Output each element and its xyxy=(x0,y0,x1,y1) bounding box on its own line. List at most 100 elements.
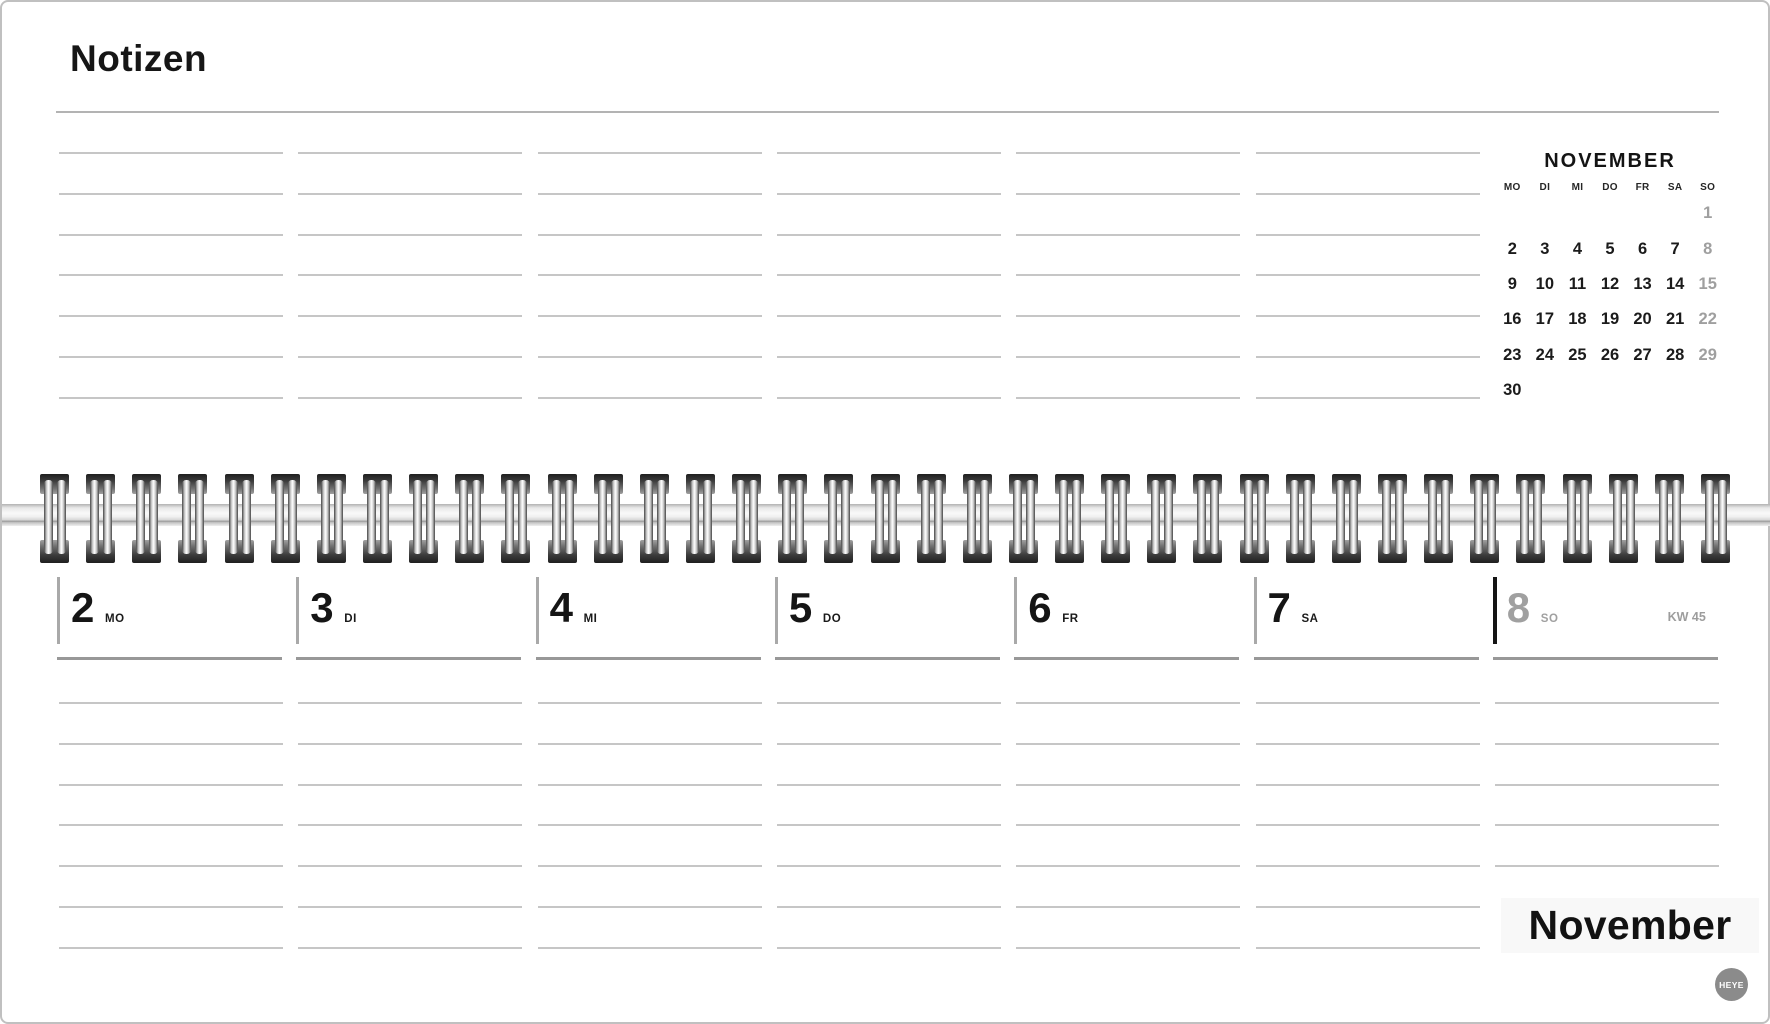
note-line xyxy=(1255,397,1480,399)
binding-rail xyxy=(2,504,1770,526)
note-line xyxy=(298,743,523,745)
coil-wire xyxy=(749,480,759,554)
note-line xyxy=(1016,274,1241,276)
note-line xyxy=(59,315,283,317)
note-line xyxy=(59,152,283,154)
note-line xyxy=(537,824,762,826)
note-line xyxy=(298,865,523,867)
note-line xyxy=(59,274,283,276)
note-line xyxy=(776,356,1001,358)
note-line xyxy=(537,152,762,154)
coil-wire xyxy=(103,480,113,554)
spiral-binding xyxy=(2,472,1770,564)
spiral-coil xyxy=(1470,472,1500,564)
mini-calendar-weekday: MI xyxy=(1571,181,1584,193)
spiral-coil xyxy=(1516,472,1546,564)
coil-wire xyxy=(518,480,528,554)
note-line xyxy=(537,193,762,195)
spiral-coil xyxy=(40,472,69,564)
spiral-coil xyxy=(1562,472,1592,564)
note-line xyxy=(59,397,283,399)
day-weekday-label: MI xyxy=(583,613,598,625)
day-weekday-label: MO xyxy=(105,613,125,625)
mini-calendar-day: 26 xyxy=(1600,345,1620,364)
note-line xyxy=(298,906,523,908)
note-line xyxy=(776,397,1001,399)
coil-wire xyxy=(57,480,66,554)
coil-wire xyxy=(1441,480,1451,554)
note-line xyxy=(1016,234,1241,236)
coil-wire xyxy=(1487,480,1497,554)
coil-wire xyxy=(1566,480,1576,554)
note-line xyxy=(1494,743,1719,745)
coil-wire xyxy=(841,480,851,554)
note-line xyxy=(1255,152,1480,154)
note-line xyxy=(59,784,283,786)
mini-calendar-day: 23 xyxy=(1503,345,1522,364)
note-line xyxy=(1255,865,1480,867)
note-line xyxy=(298,702,523,704)
note-line xyxy=(776,784,1001,786)
mini-calendar-day: 11 xyxy=(1568,274,1587,293)
note-line xyxy=(1016,356,1241,358)
coil-wire xyxy=(1012,480,1022,554)
spiral-coil xyxy=(1008,472,1038,564)
coil-wire xyxy=(887,480,897,554)
note-line xyxy=(59,743,283,745)
note-line xyxy=(1255,193,1480,195)
day-weekday-label: DI xyxy=(344,613,357,625)
mini-calendar-day: 24 xyxy=(1535,345,1555,364)
coil-wire xyxy=(1197,480,1207,554)
coil-wire xyxy=(1612,480,1622,554)
coil-wire xyxy=(1705,480,1714,554)
spiral-coil xyxy=(1331,472,1361,564)
coil-wire xyxy=(379,480,389,554)
coil-wire xyxy=(1256,480,1266,554)
day-cell-bar xyxy=(57,577,60,644)
mini-calendar-day: 30 xyxy=(1503,381,1522,400)
coil-wire xyxy=(472,480,482,554)
note-line xyxy=(298,193,523,195)
day-cell-bar xyxy=(535,577,539,644)
coil-wire xyxy=(689,480,699,554)
coil-wire xyxy=(610,480,620,554)
coil-wire xyxy=(1210,480,1220,554)
note-line xyxy=(1016,824,1241,826)
coil-wire xyxy=(1658,480,1668,554)
note-line xyxy=(1255,743,1480,745)
day-header-rule xyxy=(296,657,522,660)
note-line xyxy=(537,315,762,317)
spiral-coil xyxy=(547,472,577,564)
mini-calendar-day: 9 xyxy=(1507,274,1517,293)
mini-calendar-day: 14 xyxy=(1665,274,1685,293)
spiral-coil xyxy=(1193,472,1223,564)
day-cell-mi: 4 MI xyxy=(535,577,775,657)
mini-calendar-day: 2 xyxy=(1507,239,1517,258)
coil-wire xyxy=(274,480,284,554)
note-line xyxy=(1255,784,1480,786)
coil-wire xyxy=(287,480,297,554)
mini-calendar-day: 27 xyxy=(1633,345,1652,364)
spiral-coil xyxy=(362,472,392,564)
note-line xyxy=(59,947,283,949)
note-line xyxy=(298,397,523,399)
coil-wire xyxy=(597,480,607,554)
spiral-coil xyxy=(270,472,300,564)
spiral-coil xyxy=(824,472,854,564)
note-line xyxy=(537,234,762,236)
day-number: 8 xyxy=(1506,584,1531,631)
note-line xyxy=(776,824,1001,826)
mini-calendar-day: 7 xyxy=(1670,239,1680,258)
day-cell-bar xyxy=(1492,577,1497,644)
note-line xyxy=(1255,702,1480,704)
spiral-coil xyxy=(1654,472,1684,564)
mini-calendar-day: 5 xyxy=(1605,239,1615,258)
mini-calendar-day: 16 xyxy=(1503,310,1522,329)
note-line xyxy=(537,743,762,745)
coil-wire xyxy=(1025,480,1035,554)
coil-wire xyxy=(643,480,653,554)
spiral-coil xyxy=(593,472,623,564)
day-cell-so: 8 SO KW 45 xyxy=(1492,577,1732,657)
